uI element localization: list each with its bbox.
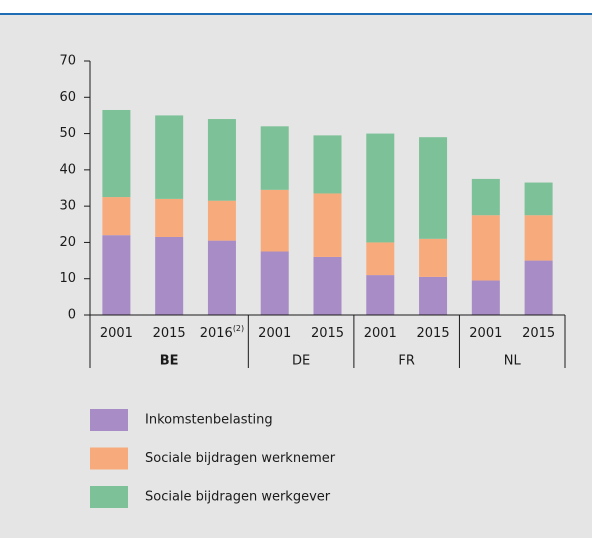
y-tick-label: 20: [59, 235, 76, 250]
bar-segment: [207, 240, 236, 315]
legend-label: Sociale bijdragen werknemer: [145, 451, 336, 466]
bar-segment: [313, 256, 342, 315]
x-tick-text: 2001: [469, 326, 502, 341]
x-tick-label: 2001: [100, 326, 133, 341]
legend-swatch: [90, 486, 128, 508]
bar-segment: [524, 215, 553, 261]
bar-segment: [419, 137, 448, 239]
x-tick-superscript: (2): [233, 324, 244, 333]
y-tick-label: 70: [59, 54, 76, 69]
x-tick-label: 2015: [522, 326, 555, 341]
x-tick-text: 2001: [258, 326, 291, 341]
bar-segment: [260, 251, 289, 315]
legend-label: Inkomstenbelasting: [145, 413, 273, 428]
bar-segment: [313, 135, 342, 194]
bar-segment: [366, 133, 395, 243]
group-label: DE: [292, 354, 310, 369]
bar-segment: [419, 276, 448, 315]
y-tick-label: 60: [59, 90, 76, 105]
group-label: BE: [160, 354, 179, 369]
bar-segment: [102, 109, 131, 198]
x-tick-label: 2015: [417, 326, 450, 341]
x-tick-text: 2001: [100, 326, 133, 341]
bar-segment: [366, 242, 395, 276]
x-tick-text: 2016: [200, 326, 233, 341]
legend-swatch: [90, 409, 128, 431]
bar-segment: [524, 260, 553, 315]
bar-segment: [471, 178, 500, 216]
x-tick-label: 2016(2): [200, 324, 244, 341]
y-tick-label: 40: [59, 162, 76, 177]
bar-segment: [207, 119, 236, 201]
bar-segment: [155, 198, 184, 237]
bar-segment: [102, 235, 131, 315]
y-tick-label: 50: [59, 126, 76, 141]
x-tick-text: 2015: [522, 326, 555, 341]
group-label: NL: [504, 354, 522, 369]
y-tick-label: 30: [59, 199, 76, 214]
bar-segment: [260, 189, 289, 252]
x-tick-label: 2015: [311, 326, 344, 341]
bar-segment: [471, 215, 500, 281]
x-tick-label: 2001: [258, 326, 291, 341]
y-tick-label: 10: [59, 271, 76, 286]
bar-segment: [419, 238, 448, 277]
bar-segment: [207, 200, 236, 241]
legend-label: Sociale bijdragen werkgever: [145, 490, 331, 505]
x-tick-label: 2015: [153, 326, 186, 341]
top-rule: [0, 13, 592, 15]
bar-segment: [102, 197, 131, 236]
x-tick-label: 2001: [364, 326, 397, 341]
x-tick-label: 2001: [469, 326, 502, 341]
y-tick-label: 0: [68, 308, 76, 323]
x-tick-text: 2015: [417, 326, 450, 341]
x-tick-text: 2015: [153, 326, 186, 341]
bar-segment: [524, 182, 553, 216]
legend-swatch: [90, 447, 128, 470]
bar-segment: [260, 126, 289, 190]
bar-segment: [471, 280, 500, 315]
bar-segment: [366, 275, 395, 315]
bar-segment: [155, 236, 184, 315]
bar-segment: [313, 193, 342, 257]
group-label: FR: [398, 354, 415, 369]
x-tick-text: 2001: [364, 326, 397, 341]
bar-segment: [155, 115, 184, 199]
x-tick-text: 2015: [311, 326, 344, 341]
